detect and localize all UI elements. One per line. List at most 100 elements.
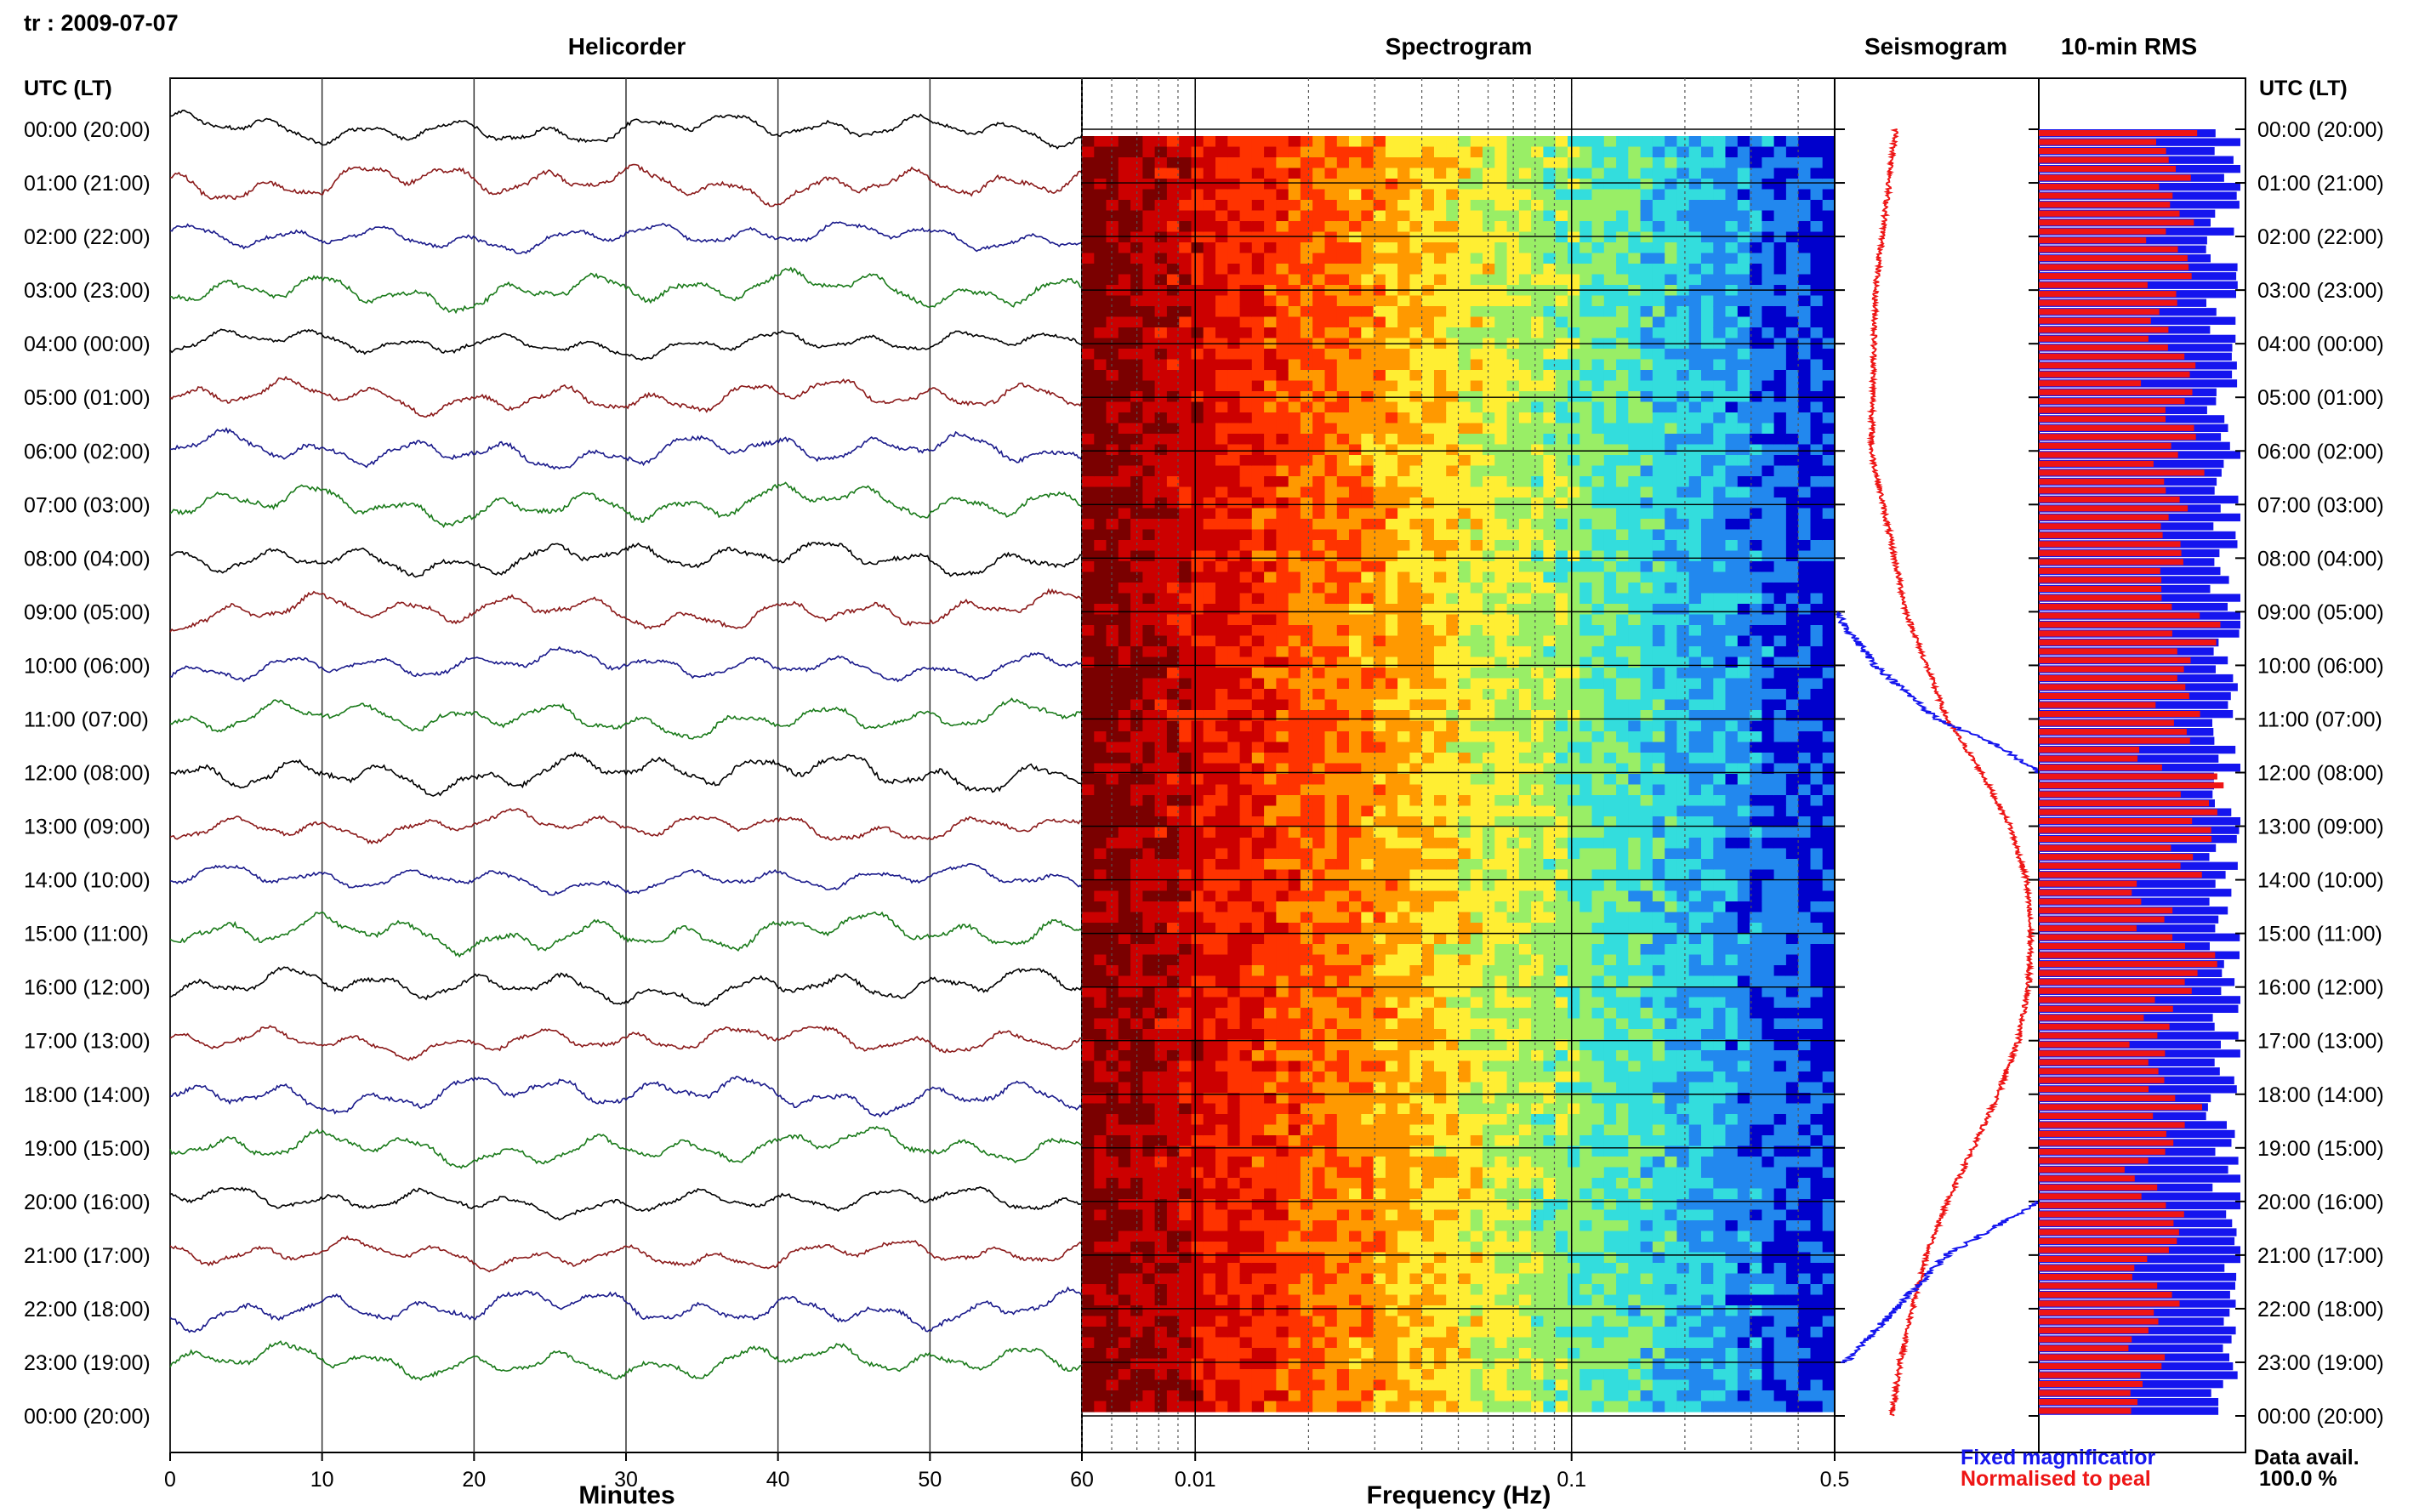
spectrogram-cell: [1434, 731, 1447, 743]
spectrogram-cell: [1312, 795, 1326, 807]
spectrogram-cell: [1082, 1305, 1095, 1317]
spectrogram-cell: [1349, 583, 1362, 594]
spectrogram-cell: [1227, 753, 1241, 765]
spectrogram-cell: [1336, 1178, 1350, 1190]
spectrogram-cell: [1421, 890, 1435, 902]
spectrogram-cell: [1434, 816, 1447, 828]
spectrogram-cell: [1531, 370, 1544, 382]
spectrogram-cell: [1118, 380, 1131, 392]
spectrogram-cell: [1421, 1209, 1435, 1221]
spectrogram-cell: [1434, 1145, 1447, 1157]
spectrogram-cell: [1154, 933, 1168, 945]
spectrogram-cell: [1227, 997, 1241, 1009]
spectrogram-cell: [1264, 668, 1277, 679]
row-label-left: 18:00 (14:00): [24, 1083, 151, 1107]
spectrogram-cell: [1130, 838, 1143, 850]
spectrogram-cell: [1494, 179, 1508, 190]
spectrogram-cell: [1276, 434, 1289, 446]
spectrogram-cell: [1446, 1050, 1460, 1062]
spectrogram-cell: [1191, 200, 1204, 212]
spectrogram-cell: [1361, 657, 1375, 668]
spectrogram-cell: [1191, 1199, 1204, 1211]
spectrogram-cell: [1312, 136, 1326, 148]
spectrogram-cell: [1555, 869, 1568, 881]
spectrogram-cell: [1215, 986, 1228, 998]
spectrogram-cell: [1179, 412, 1192, 424]
spectrogram-cell: [1251, 614, 1265, 626]
spectrogram-cell: [1506, 1369, 1520, 1381]
spectrogram-cell: [1434, 508, 1447, 520]
spectrogram-cell: [1494, 200, 1508, 212]
spectrogram-cell: [1288, 529, 1301, 541]
spectrogram-cell: [1483, 869, 1495, 881]
spectrogram-cell: [1094, 359, 1107, 371]
spectrogram-cell: [1543, 1369, 1557, 1381]
spectrogram-cell: [1106, 1284, 1119, 1296]
spectrogram-cell: [1094, 136, 1107, 148]
spectrogram-cell: [1494, 401, 1508, 413]
spectrogram-cell: [1349, 550, 1362, 562]
spectrogram-cell: [1203, 1252, 1216, 1264]
spectrogram-cell: [1373, 1178, 1386, 1190]
spectrogram-cell: [1227, 571, 1241, 583]
spectrogram-cell: [1555, 359, 1568, 371]
spectrogram-cell: [1154, 1199, 1168, 1211]
spectrogram-cell: [1082, 519, 1095, 531]
spectrogram-cell: [1142, 678, 1156, 690]
spectrogram-cell: [1555, 859, 1568, 871]
spectrogram-cell: [1397, 1082, 1410, 1094]
spectrogram-cell: [1397, 742, 1410, 753]
spectrogram-cell: [1312, 975, 1326, 987]
spectrogram-cell: [1555, 1273, 1568, 1285]
spectrogram-cell: [1543, 1327, 1557, 1339]
spectrogram-cell: [1264, 880, 1277, 892]
spectrogram-cell: [1373, 720, 1386, 732]
spectrogram-cell: [1446, 1008, 1460, 1020]
spectrogram-cell: [1082, 274, 1095, 286]
spectrogram-cell: [1349, 370, 1362, 382]
spectrogram-cell: [1458, 189, 1471, 201]
spectrogram-cell: [1409, 657, 1423, 668]
spectrogram-cell: [1179, 519, 1192, 531]
spectrogram-cell: [1494, 1390, 1508, 1402]
spectrogram-cell: [1288, 1294, 1301, 1306]
spectrogram-cell: [1361, 571, 1375, 583]
spectrogram-cell: [1555, 1379, 1568, 1391]
spectrogram-cell: [1555, 753, 1568, 765]
spectrogram-cell: [1543, 146, 1557, 158]
spectrogram-cell: [1568, 380, 1580, 392]
spectrogram-cell: [1094, 1242, 1107, 1253]
spectrogram-cell: [1397, 954, 1410, 966]
spectrogram-cell: [1227, 200, 1241, 212]
spectrogram-cell: [1106, 306, 1119, 318]
spectrogram-cell: [1106, 1188, 1119, 1200]
spectrogram-cell: [1409, 1209, 1423, 1221]
spectrogram-cell: [1300, 253, 1313, 264]
spectrogram-cell: [1458, 944, 1471, 956]
spectrogram-cell: [1154, 784, 1168, 796]
spectrogram-cell: [1409, 838, 1423, 850]
spectrogram-cell: [1531, 869, 1544, 881]
spectrogram-cell: [1470, 221, 1483, 233]
spectrogram-cell: [1483, 1135, 1495, 1147]
spectrogram-cell: [1118, 827, 1131, 838]
spectrogram-cell: [1191, 455, 1204, 467]
spectrogram-cell: [1215, 838, 1228, 850]
spectrogram-cell: [1106, 646, 1119, 658]
spectrogram-cell: [1385, 253, 1398, 264]
spectrogram-cell: [1300, 1273, 1313, 1285]
spectrogram-cell: [1082, 657, 1095, 668]
spectrogram-cell: [1470, 189, 1483, 201]
spectrogram-cell: [1458, 1252, 1471, 1264]
spectrogram-cell: [1409, 1135, 1423, 1147]
spectrogram-cell: [1568, 455, 1580, 467]
spectrogram-cell: [1349, 986, 1362, 998]
spectrogram-cell: [1568, 848, 1580, 860]
spectrogram-cell: [1094, 1252, 1107, 1264]
spectrogram-cell: [1130, 179, 1143, 190]
spectrogram-cell: [1166, 795, 1180, 807]
spectrogram-cell: [1336, 912, 1350, 924]
spectrogram-cell: [1142, 614, 1156, 626]
spectrogram-cell: [1118, 604, 1131, 616]
spectrogram-cell: [1531, 720, 1544, 732]
